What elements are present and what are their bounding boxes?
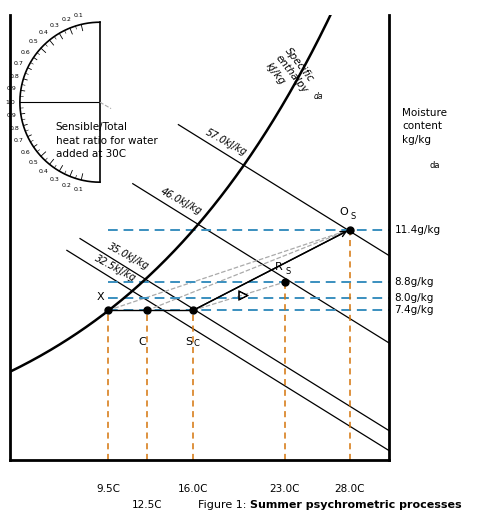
Text: 12.5C: 12.5C [132,500,163,510]
Text: 0.4: 0.4 [38,30,48,35]
Text: 8.8g/kg: 8.8g/kg [394,277,434,287]
Text: 9.5C: 9.5C [96,484,120,494]
Text: da: da [313,92,323,101]
Text: 0.9: 0.9 [6,86,16,91]
Text: 0.5: 0.5 [29,39,39,44]
Text: S: S [185,337,193,346]
Text: 46.0kJ/kg: 46.0kJ/kg [159,187,203,217]
Text: 7.4g/kg: 7.4g/kg [394,306,434,315]
Text: 23.0C: 23.0C [269,484,300,494]
Text: 0.2: 0.2 [61,17,71,21]
Text: 57.0kJ/kg: 57.0kJ/kg [204,127,249,158]
Text: 0.4: 0.4 [38,169,48,174]
Text: 0.6: 0.6 [21,50,30,55]
Text: Specific
enthalpy
kJ/kg: Specific enthalpy kJ/kg [263,45,319,103]
Text: 0.7: 0.7 [14,138,24,143]
Text: 0.8: 0.8 [9,74,19,79]
Text: 0.1: 0.1 [74,13,84,17]
Text: 0.1: 0.1 [74,187,84,192]
Text: 0.3: 0.3 [49,177,59,182]
Text: 0.5: 0.5 [29,160,39,165]
Text: S: S [351,213,356,221]
Text: C: C [194,339,200,347]
Text: 0.9: 0.9 [6,113,16,118]
Text: Moisture
content
kg/kg: Moisture content kg/kg [402,108,447,145]
Text: 28.0C: 28.0C [335,484,365,494]
Text: X: X [97,292,105,303]
Text: R: R [275,262,282,272]
Text: Sensible/Total
heat ratio for water
added at 30C: Sensible/Total heat ratio for water adde… [56,123,158,159]
Text: Summer psychrometric processes: Summer psychrometric processes [250,500,461,510]
Text: da: da [429,161,440,170]
Text: 11.4g/kg: 11.4g/kg [394,224,441,235]
Text: 16.0C: 16.0C [178,484,208,494]
Text: 0.3: 0.3 [49,22,59,28]
Text: 1.0: 1.0 [5,100,15,105]
Text: Figure 1:: Figure 1: [198,500,250,510]
Text: 8.0g/kg: 8.0g/kg [394,293,434,303]
Text: 0.2: 0.2 [61,183,71,188]
Text: 0.7: 0.7 [14,61,24,66]
Text: S: S [285,267,290,276]
Text: O: O [339,207,348,217]
Text: 35.0kJ/kg: 35.0kJ/kg [106,241,151,272]
Text: 0.6: 0.6 [21,150,30,155]
Text: 32.5kJ/kg: 32.5kJ/kg [93,253,137,284]
Text: 0.8: 0.8 [9,126,19,131]
Text: C: C [138,337,146,346]
